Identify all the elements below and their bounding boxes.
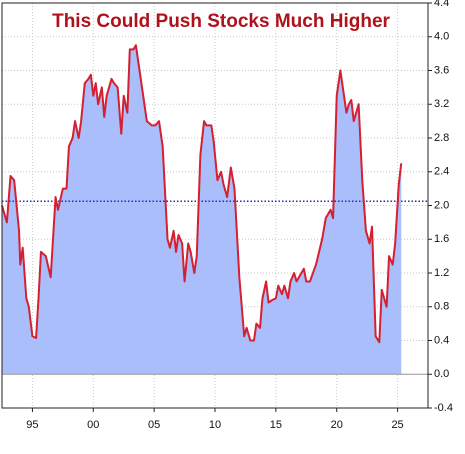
x-tick-label: 20: [331, 419, 343, 431]
x-tick-label: 15: [270, 419, 282, 431]
y-tick-label: 1.6: [434, 233, 449, 245]
x-tick-label: 95: [26, 419, 38, 431]
x-tick-label: 10: [209, 419, 221, 431]
y-tick-label: 0.8: [434, 301, 449, 313]
y-tick-label: 2.0: [434, 199, 449, 211]
line: [1, 44, 403, 344]
y-tick-label: 3.6: [434, 64, 449, 76]
y-tick-label: 2.4: [434, 166, 449, 178]
y-tick-label: 3.2: [434, 98, 449, 110]
y-tick-label: 1.2: [434, 267, 449, 279]
y-tick-label: 2.8: [434, 132, 449, 144]
x-tick-label: 00: [87, 419, 99, 431]
y-tick-label: 4.4: [434, 0, 449, 9]
chart-title: This Could Push Stocks Much Higher: [52, 11, 390, 32]
y-tick-label: 0.4: [434, 334, 449, 346]
x-tick-label: 05: [148, 419, 160, 431]
y-tick-label: 0.0: [434, 368, 449, 380]
x-tick-label: 25: [391, 419, 403, 431]
y-tick-label: 4.0: [434, 31, 449, 43]
y-tick-label: -0.4: [434, 402, 453, 414]
area: [2, 45, 402, 375]
